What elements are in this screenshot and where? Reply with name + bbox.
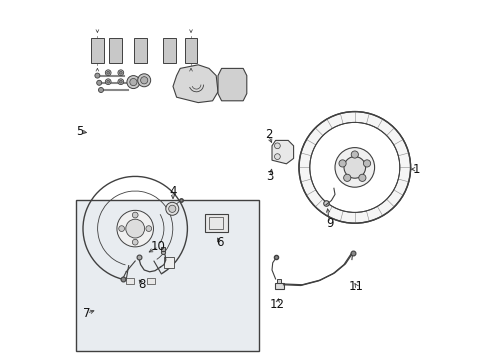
Text: 7: 7	[83, 307, 90, 320]
Polygon shape	[218, 68, 247, 101]
Circle shape	[339, 160, 346, 167]
Bar	[163, 38, 176, 63]
Circle shape	[105, 79, 111, 85]
Circle shape	[132, 239, 138, 245]
Circle shape	[138, 74, 151, 87]
Text: 9: 9	[326, 217, 333, 230]
Text: 5: 5	[76, 125, 83, 138]
Circle shape	[274, 154, 280, 159]
Circle shape	[169, 205, 176, 212]
Text: 2: 2	[265, 129, 272, 141]
Circle shape	[120, 71, 122, 74]
Bar	[275, 283, 284, 289]
Polygon shape	[164, 257, 174, 268]
Text: 1: 1	[412, 163, 420, 176]
Text: 12: 12	[270, 298, 285, 311]
Circle shape	[141, 77, 148, 84]
Circle shape	[344, 157, 366, 178]
Polygon shape	[173, 65, 218, 103]
Circle shape	[130, 78, 137, 86]
Circle shape	[118, 79, 123, 85]
Circle shape	[335, 148, 374, 187]
Circle shape	[127, 76, 140, 89]
Text: 4: 4	[169, 185, 177, 198]
Circle shape	[132, 212, 138, 218]
Bar	[91, 38, 104, 63]
Text: 11: 11	[349, 280, 364, 293]
Circle shape	[364, 160, 370, 167]
Circle shape	[105, 70, 111, 76]
Circle shape	[146, 226, 151, 231]
Circle shape	[97, 80, 102, 85]
Bar	[277, 279, 281, 283]
Circle shape	[120, 80, 122, 83]
Circle shape	[98, 87, 103, 93]
Bar	[205, 214, 228, 233]
Circle shape	[119, 226, 124, 231]
Bar	[147, 278, 155, 284]
Circle shape	[126, 219, 145, 238]
Circle shape	[299, 112, 411, 223]
Circle shape	[343, 174, 351, 181]
Circle shape	[166, 202, 179, 215]
Text: 3: 3	[267, 170, 274, 183]
Circle shape	[117, 210, 153, 247]
Bar	[109, 38, 122, 63]
Circle shape	[310, 122, 400, 212]
Circle shape	[107, 80, 110, 83]
Circle shape	[95, 73, 100, 78]
Bar	[209, 217, 223, 229]
Polygon shape	[272, 140, 294, 164]
Bar	[125, 278, 134, 284]
Circle shape	[351, 151, 358, 158]
Circle shape	[107, 71, 110, 74]
Bar	[185, 38, 197, 63]
Bar	[134, 38, 147, 63]
Text: 8: 8	[139, 278, 146, 291]
Text: 10: 10	[151, 240, 166, 253]
Circle shape	[274, 143, 280, 149]
Circle shape	[359, 174, 366, 181]
Circle shape	[118, 70, 123, 76]
Text: 6: 6	[216, 237, 223, 249]
Bar	[76, 200, 259, 351]
